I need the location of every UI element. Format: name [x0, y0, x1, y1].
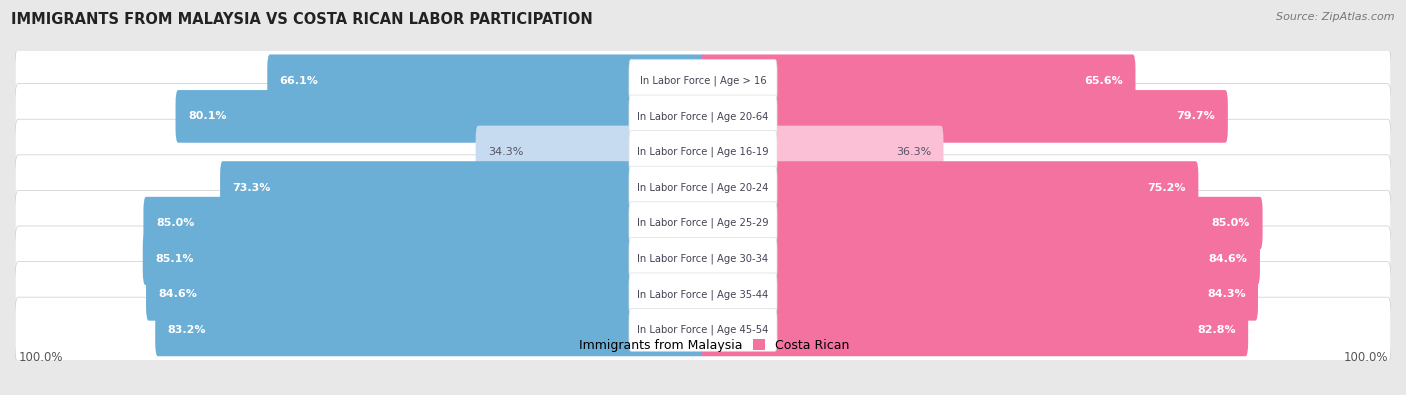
FancyBboxPatch shape [628, 59, 778, 102]
Text: 36.3%: 36.3% [896, 147, 931, 157]
FancyBboxPatch shape [15, 190, 1391, 256]
FancyBboxPatch shape [700, 126, 943, 178]
FancyBboxPatch shape [146, 268, 706, 321]
FancyBboxPatch shape [15, 155, 1391, 220]
FancyBboxPatch shape [475, 126, 706, 178]
Text: Source: ZipAtlas.com: Source: ZipAtlas.com [1277, 12, 1395, 22]
Text: 85.0%: 85.0% [1212, 218, 1250, 228]
Text: 66.1%: 66.1% [280, 76, 319, 86]
Text: 65.6%: 65.6% [1084, 76, 1123, 86]
Text: 100.0%: 100.0% [18, 351, 63, 364]
Text: 82.8%: 82.8% [1197, 325, 1236, 335]
FancyBboxPatch shape [700, 161, 1198, 214]
Text: In Labor Force | Age 20-24: In Labor Force | Age 20-24 [637, 182, 769, 193]
Text: 84.3%: 84.3% [1206, 289, 1246, 299]
Legend: Immigrants from Malaysia, Costa Rican: Immigrants from Malaysia, Costa Rican [551, 334, 855, 357]
FancyBboxPatch shape [143, 197, 706, 250]
FancyBboxPatch shape [628, 166, 778, 209]
FancyBboxPatch shape [15, 84, 1391, 149]
Text: 85.1%: 85.1% [155, 254, 194, 264]
Text: In Labor Force | Age 30-34: In Labor Force | Age 30-34 [637, 254, 769, 264]
Text: In Labor Force | Age > 16: In Labor Force | Age > 16 [640, 75, 766, 86]
FancyBboxPatch shape [15, 119, 1391, 185]
FancyBboxPatch shape [628, 237, 778, 280]
Text: In Labor Force | Age 16-19: In Labor Force | Age 16-19 [637, 147, 769, 157]
FancyBboxPatch shape [155, 304, 706, 356]
Text: IMMIGRANTS FROM MALAYSIA VS COSTA RICAN LABOR PARTICIPATION: IMMIGRANTS FROM MALAYSIA VS COSTA RICAN … [11, 12, 593, 27]
Text: In Labor Force | Age 35-44: In Labor Force | Age 35-44 [637, 289, 769, 299]
Text: 80.1%: 80.1% [188, 111, 226, 121]
Text: In Labor Force | Age 20-64: In Labor Force | Age 20-64 [637, 111, 769, 122]
Text: 84.6%: 84.6% [159, 289, 197, 299]
Text: 34.3%: 34.3% [488, 147, 523, 157]
FancyBboxPatch shape [628, 131, 778, 173]
FancyBboxPatch shape [15, 48, 1391, 113]
FancyBboxPatch shape [700, 55, 1136, 107]
FancyBboxPatch shape [700, 304, 1249, 356]
Text: In Labor Force | Age 45-54: In Labor Force | Age 45-54 [637, 325, 769, 335]
Text: 100.0%: 100.0% [1343, 351, 1388, 364]
Text: 84.6%: 84.6% [1209, 254, 1247, 264]
FancyBboxPatch shape [176, 90, 706, 143]
FancyBboxPatch shape [143, 232, 706, 285]
FancyBboxPatch shape [700, 268, 1258, 321]
FancyBboxPatch shape [700, 90, 1227, 143]
Text: 83.2%: 83.2% [167, 325, 207, 335]
FancyBboxPatch shape [221, 161, 706, 214]
FancyBboxPatch shape [628, 95, 778, 138]
FancyBboxPatch shape [700, 197, 1263, 250]
Text: 85.0%: 85.0% [156, 218, 194, 228]
Text: 73.3%: 73.3% [232, 182, 271, 192]
FancyBboxPatch shape [700, 232, 1260, 285]
FancyBboxPatch shape [628, 308, 778, 351]
FancyBboxPatch shape [628, 273, 778, 316]
FancyBboxPatch shape [15, 226, 1391, 292]
FancyBboxPatch shape [628, 202, 778, 245]
FancyBboxPatch shape [15, 261, 1391, 327]
FancyBboxPatch shape [267, 55, 706, 107]
FancyBboxPatch shape [15, 297, 1391, 363]
Text: In Labor Force | Age 25-29: In Labor Force | Age 25-29 [637, 218, 769, 228]
Text: 79.7%: 79.7% [1177, 111, 1215, 121]
Text: 75.2%: 75.2% [1147, 182, 1185, 192]
